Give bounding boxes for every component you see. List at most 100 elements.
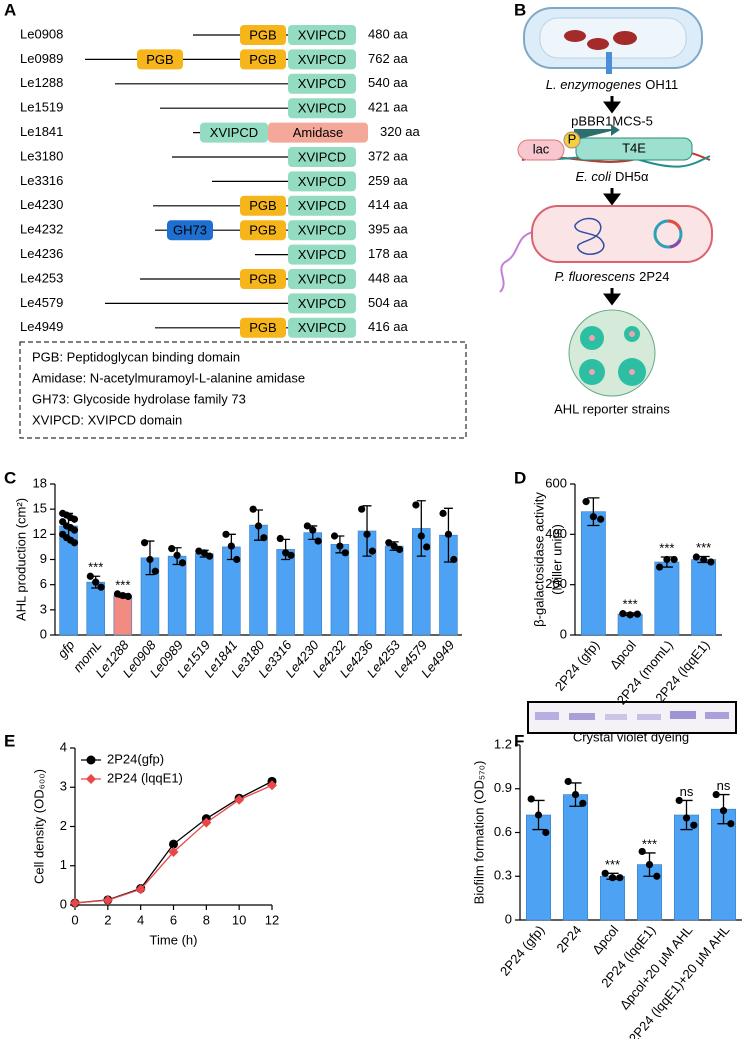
domain-label: XVIPCD	[298, 247, 346, 262]
domain-box	[200, 122, 268, 143]
data-point	[363, 530, 371, 538]
colony	[629, 331, 635, 337]
data-point	[200, 549, 208, 557]
domain-box	[137, 49, 183, 70]
x-tick-label: 2	[104, 912, 111, 927]
data-point	[227, 542, 235, 550]
significance: ***	[88, 560, 103, 575]
data-point	[92, 578, 100, 586]
data-point	[368, 547, 377, 555]
data-point	[267, 780, 277, 791]
legend-text: GH73: Glycoside hydrolase family 73	[32, 391, 246, 406]
image-frame	[527, 701, 737, 734]
domain-label: PGB	[249, 223, 276, 238]
data-point	[97, 583, 105, 591]
bar	[710, 808, 737, 921]
domain-box	[240, 220, 286, 241]
data-point	[249, 505, 257, 513]
data-point	[173, 551, 181, 559]
data-point	[645, 860, 654, 869]
domain-box	[288, 98, 356, 119]
protein-length: 480 aa	[368, 26, 409, 41]
domain-label: XVIPCD	[298, 198, 346, 213]
promoter-mark	[563, 131, 581, 149]
data-point	[670, 555, 678, 564]
significance: ***	[642, 836, 657, 851]
x-tick-label: Δpcol	[607, 637, 639, 672]
gene-label: T4E	[622, 140, 646, 155]
data-point	[260, 534, 268, 542]
bar	[580, 511, 606, 636]
protein-name: Le1288	[20, 75, 63, 90]
domain-box	[268, 122, 368, 143]
bar	[330, 544, 350, 636]
significance: ***	[659, 540, 674, 555]
data-point	[135, 884, 146, 895]
data-point	[727, 820, 735, 828]
promoter-mark-label: P	[568, 131, 577, 146]
domain-box	[288, 244, 356, 265]
data-point	[70, 515, 79, 523]
arrow	[603, 188, 621, 206]
domain-box	[167, 220, 213, 241]
data-point	[233, 555, 241, 564]
data-point	[390, 542, 398, 550]
data-point	[169, 839, 178, 849]
granule	[613, 31, 637, 45]
domain-box	[288, 147, 356, 167]
domain-label: XVIPCD	[298, 223, 346, 238]
y-tick-label: 400	[545, 526, 567, 541]
domain-box	[288, 269, 356, 289]
bar	[384, 545, 404, 636]
data-point	[314, 537, 322, 545]
domain-label: PGB	[249, 52, 276, 67]
protein-length: 372 aa	[368, 148, 409, 163]
data-point	[579, 799, 587, 807]
bar	[249, 524, 268, 636]
data-point	[341, 549, 349, 557]
domain-label: XVIPCD	[298, 52, 346, 67]
data-point	[682, 814, 691, 822]
data-point	[385, 539, 393, 547]
data-point	[168, 847, 179, 858]
y-tick-label: 1	[60, 857, 67, 872]
data-point	[178, 559, 187, 567]
y-tick-label: 12	[33, 526, 47, 541]
data-point	[707, 558, 715, 566]
x-axis-label: Time (h)	[150, 932, 198, 947]
protein-length: 421 aa	[368, 100, 409, 115]
y-tick-label: 18	[33, 475, 47, 490]
data-point	[655, 563, 664, 571]
domain-label: XVIPCD	[298, 320, 346, 335]
legend-label: 2P24(gfp)	[107, 751, 164, 766]
legend-text: PGB: Peptidoglycan binding domain	[32, 349, 240, 364]
data-point	[151, 567, 159, 575]
data-point	[119, 591, 127, 600]
data-point	[450, 555, 458, 564]
data-point	[146, 555, 154, 564]
data-point	[719, 807, 728, 815]
bar	[673, 814, 700, 921]
panel-label: E	[4, 731, 15, 750]
strain: OH11	[645, 77, 678, 92]
domain-label: PGB	[249, 198, 276, 213]
domain-box	[288, 293, 356, 314]
x-tick-label: 4	[137, 912, 144, 927]
protein-length: 414 aa	[368, 197, 409, 212]
data-point	[534, 811, 543, 819]
data-point	[423, 543, 431, 551]
bar	[654, 561, 680, 636]
data-point	[358, 505, 366, 513]
data-point	[330, 532, 339, 540]
domain-label: PGB	[249, 320, 276, 335]
protein-name: Le3316	[20, 173, 63, 188]
data-point	[582, 498, 590, 506]
y-tick-label: 0	[560, 626, 567, 641]
domain-label: XVIPCD	[298, 27, 346, 42]
plate	[568, 309, 656, 397]
y-tick-label: 0	[505, 911, 512, 926]
domain-label: PGB	[146, 52, 173, 67]
arrow	[603, 96, 621, 114]
legend-text: XVIPCD: XVIPCD domain	[32, 412, 182, 427]
colony	[589, 369, 595, 375]
